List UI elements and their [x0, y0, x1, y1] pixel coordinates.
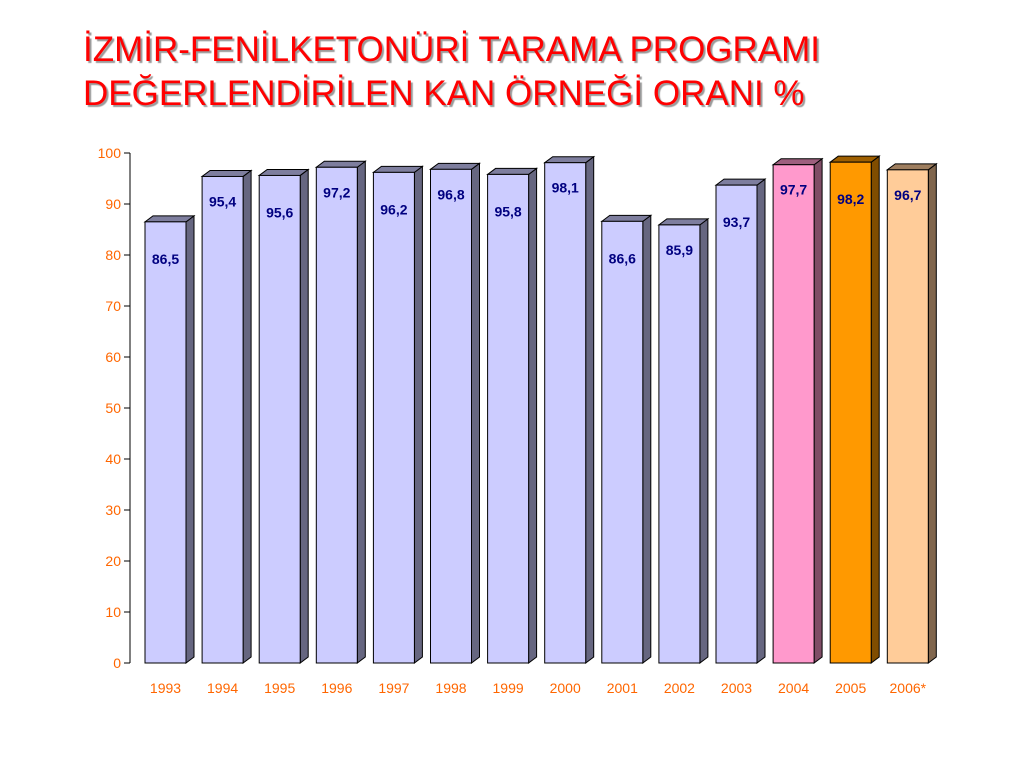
bar: [372, 171, 415, 664]
data-label: 95,8: [494, 203, 521, 219]
y-tick-label: 60: [105, 349, 121, 365]
bar-side: [756, 178, 766, 664]
bar-top: [257, 168, 310, 176]
data-label: 96,7: [894, 187, 921, 203]
bar-side: [927, 162, 937, 664]
bar: [144, 221, 187, 664]
data-label: 97,2: [323, 184, 350, 200]
x-tick-label: 1993: [150, 680, 181, 696]
y-tick-label: 20: [105, 553, 121, 569]
bar-top: [600, 214, 653, 222]
data-label: 95,4: [209, 193, 236, 209]
bar-side: [585, 155, 595, 664]
data-label: 98,2: [837, 191, 864, 207]
bar-top: [885, 163, 938, 171]
bar-top: [371, 165, 424, 173]
x-tick-label: 2006*: [890, 680, 927, 696]
x-tick-label: 1994: [207, 680, 238, 696]
x-tick-label: 2002: [664, 680, 695, 696]
y-tick-label: 50: [105, 400, 121, 416]
chart-title: İZMİR-FENİLKETONÜRİ TARAMA PROGRAMI DEĞE…: [83, 28, 983, 116]
bar: [829, 161, 872, 664]
data-label: 93,7: [723, 214, 750, 230]
bar-side: [813, 157, 823, 664]
bar-side: [242, 169, 252, 664]
x-tick-label: 2004: [778, 680, 809, 696]
bar-top: [429, 162, 481, 170]
bar-top: [486, 167, 539, 175]
bar-side: [356, 160, 366, 664]
bar: [201, 175, 244, 664]
bar-top: [200, 169, 253, 177]
bar: [886, 169, 929, 664]
bar-side: [642, 214, 652, 664]
bar-top: [714, 178, 767, 186]
data-label: 96,8: [437, 186, 464, 202]
bar: [258, 174, 301, 664]
x-tick-label: 1995: [264, 680, 295, 696]
bar-side: [413, 165, 423, 664]
bar-side: [870, 155, 880, 664]
data-label: 98,1: [552, 180, 579, 196]
bar-top: [543, 156, 596, 164]
bar-top: [657, 218, 710, 226]
data-label: 96,2: [380, 201, 407, 217]
y-tick-label: 90: [105, 196, 121, 212]
x-tick-label: 1999: [493, 680, 524, 696]
chart-title-line-2: DEĞERLENDİRİLEN KAN ÖRNEĞİ ORANI %: [83, 74, 805, 113]
data-label: 95,6: [266, 204, 293, 220]
bar: [487, 173, 530, 664]
bar-top: [828, 155, 881, 163]
bar: [601, 220, 644, 664]
bar: [544, 162, 587, 664]
x-tick-label: 1997: [378, 680, 409, 696]
data-label: 97,7: [780, 182, 807, 198]
x-tick-label: 2001: [607, 680, 638, 696]
bar: [715, 184, 758, 664]
bar: [315, 166, 358, 664]
data-label: 86,5: [152, 251, 179, 267]
bar-side: [299, 168, 309, 664]
y-tick-label: 40: [105, 451, 121, 467]
y-tick-label: 80: [105, 247, 121, 263]
data-label: 86,6: [609, 250, 636, 266]
bar-side: [471, 162, 480, 664]
x-tick-label: 1998: [435, 680, 466, 696]
y-tick-label: 100: [98, 145, 122, 161]
x-tick-label: 2000: [550, 680, 581, 696]
bar-side: [185, 214, 195, 664]
bar: [658, 224, 701, 664]
bar-top: [143, 215, 196, 223]
bar-top: [314, 160, 367, 168]
bar-top: [771, 158, 824, 166]
x-tick-label: 2005: [835, 680, 866, 696]
x-tick-label: 1996: [321, 680, 352, 696]
chart-title-line-1: İZMİR-FENİLKETONÜRİ TARAMA PROGRAMI: [83, 30, 821, 69]
bar-side: [528, 167, 538, 664]
bar: [772, 164, 815, 664]
bar: [430, 168, 472, 664]
x-tick-label: 2003: [721, 680, 752, 696]
y-tick-label: 0: [113, 655, 121, 671]
y-tick-label: 10: [105, 604, 121, 620]
bar-side: [699, 217, 709, 664]
y-tick-label: 30: [105, 502, 121, 518]
data-label: 85,9: [666, 242, 693, 258]
y-tick-label: 70: [105, 298, 121, 314]
